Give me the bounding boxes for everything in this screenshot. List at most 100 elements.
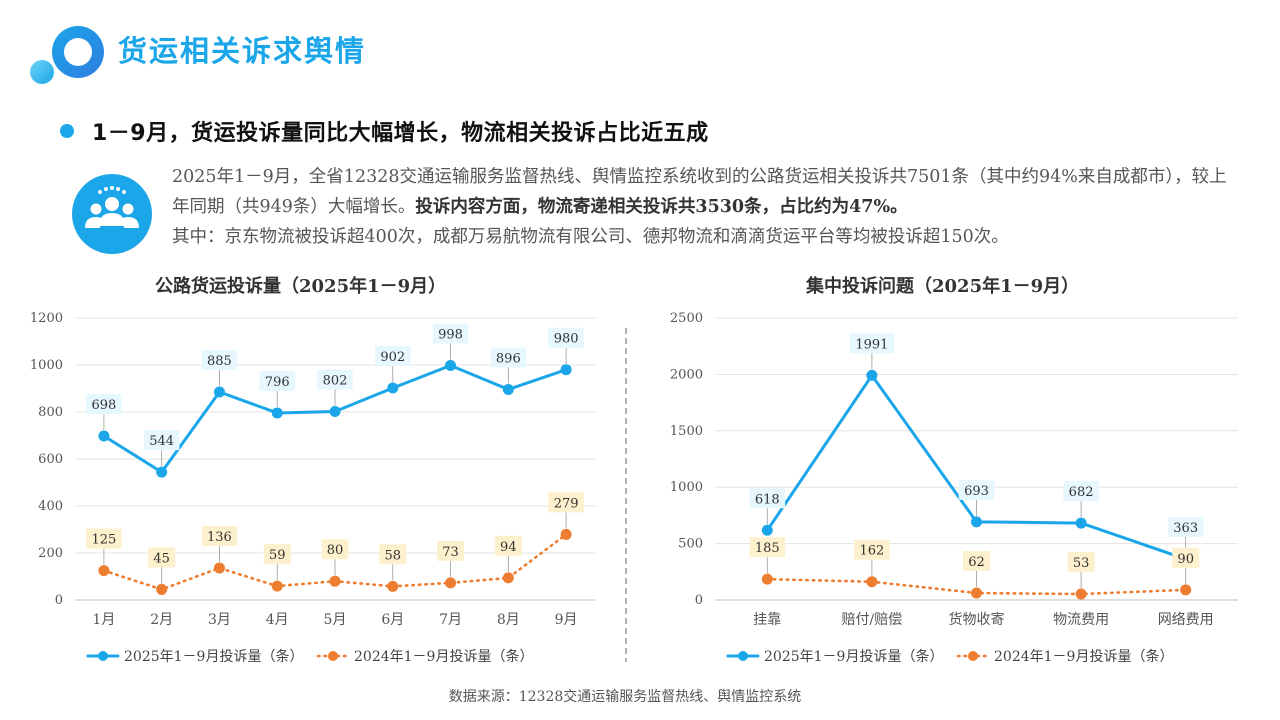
data-label: 796 xyxy=(265,375,290,390)
y-tick-label: 600 xyxy=(38,452,63,467)
data-label: 693 xyxy=(964,484,989,499)
legend-marker-2 xyxy=(968,651,978,661)
chart-divider xyxy=(625,328,627,662)
y-tick-label: 400 xyxy=(38,499,63,514)
data-label-box xyxy=(1067,552,1095,573)
legend-marker-1 xyxy=(98,651,108,661)
y-tick-label: 2000 xyxy=(670,367,703,382)
data-point xyxy=(156,466,168,478)
data-label: 53 xyxy=(1073,556,1090,571)
page-title: 货运相关诉求舆情 xyxy=(118,34,367,68)
monthly-complaints-chart: 0 200 400 600 800 1000 1200 1月 2月 3月 4月 5月 6月 7月 8月 9月 6… xyxy=(30,311,595,665)
data-point xyxy=(560,364,572,376)
data-label: 59 xyxy=(269,548,286,563)
data-point xyxy=(866,369,878,381)
x-tick-label: 1月 xyxy=(92,612,115,628)
data-point xyxy=(761,524,773,536)
data-label: 185 xyxy=(755,541,780,556)
summary-paragraph: 2025年1－9月，全省12328交通运输服务监督热线、舆情监控系统收到的公路货… xyxy=(172,162,1242,252)
data-point xyxy=(98,565,110,577)
x-tick-label: 货物收寄 xyxy=(949,611,1005,628)
data-point xyxy=(502,383,514,395)
data-label-box xyxy=(86,528,122,549)
chart2-title: 集中投诉问题（2025年1－9月） xyxy=(806,276,1080,297)
y-tick-label: 0 xyxy=(55,593,63,608)
summary-highlight: 投诉内容方面，物流寄递相关投诉共3530条，占比约为47%。 xyxy=(415,197,908,217)
data-label-box xyxy=(148,547,176,568)
data-point xyxy=(1180,584,1192,596)
data-label-box xyxy=(86,393,122,414)
legend-entry-2: 2024年1－9月投诉量（条） xyxy=(354,648,533,665)
data-label: 363 xyxy=(1173,521,1198,536)
data-point xyxy=(445,577,457,589)
data-label-box xyxy=(548,327,584,348)
data-label-box xyxy=(321,539,349,560)
legend-entry-1: 2025年1－9月投诉量（条） xyxy=(764,648,943,665)
data-label: 698 xyxy=(91,398,116,413)
y-tick-label: 1200 xyxy=(30,311,63,326)
data-point xyxy=(1075,517,1087,529)
y-tick-label: 2500 xyxy=(670,311,703,326)
data-label-box xyxy=(201,350,238,371)
data-label: 73 xyxy=(442,545,459,560)
data-point xyxy=(761,573,773,585)
focus-issues-chart: 0 500 1000 1500 2000 2500 挂靠 赔付/赔偿 货物收寄 物流费用 网络费用 6… xyxy=(670,311,1238,665)
circle-ring-logo-icon xyxy=(30,26,104,84)
data-label-box xyxy=(1167,517,1204,538)
data-point xyxy=(98,430,110,442)
data-point xyxy=(271,407,283,419)
data-label: 90 xyxy=(1177,552,1194,567)
data-label: 279 xyxy=(554,496,579,511)
y-tick-label: 0 xyxy=(695,593,703,608)
data-label: 980 xyxy=(554,332,579,347)
bullet-dot-icon xyxy=(60,124,74,138)
data-label: 682 xyxy=(1069,485,1094,500)
data-label: 802 xyxy=(323,374,348,389)
data-label-box xyxy=(143,430,180,451)
data-label: 618 xyxy=(755,492,780,507)
data-label: 1991 xyxy=(855,337,888,352)
x-tick-label: 物流费用 xyxy=(1053,612,1109,628)
legend-marker-1 xyxy=(738,651,748,661)
data-label: 544 xyxy=(149,434,174,449)
data-label-box xyxy=(437,540,465,561)
people-group-icon xyxy=(72,174,152,254)
data-label: 62 xyxy=(968,555,985,570)
data-label-box xyxy=(375,346,411,367)
data-label-box xyxy=(263,544,291,565)
data-label-box xyxy=(749,488,786,509)
data-point xyxy=(502,572,514,584)
x-tick-label: 4月 xyxy=(266,612,289,628)
y-tick-label: 1500 xyxy=(670,424,703,439)
data-label-box xyxy=(749,537,786,558)
data-point xyxy=(213,386,225,398)
x-tick-label: 网络费用 xyxy=(1158,612,1214,628)
data-label-box xyxy=(432,323,469,344)
legend-marker-2 xyxy=(328,651,338,661)
data-label-box xyxy=(317,369,353,390)
data-label-box xyxy=(379,544,407,565)
data-point xyxy=(1075,588,1087,600)
legend-entry-1: 2025年1－9月投诉量（条） xyxy=(124,648,303,665)
data-label: 998 xyxy=(438,327,463,342)
data-point xyxy=(329,575,341,587)
x-tick-label: 赔付/赔偿 xyxy=(842,612,903,628)
data-label-box xyxy=(201,526,238,547)
data-label-box xyxy=(958,479,995,500)
data-label: 94 xyxy=(500,540,517,555)
y-tick-label: 800 xyxy=(38,405,63,420)
data-label: 45 xyxy=(153,551,170,566)
x-tick-label: 挂靠 xyxy=(753,612,781,628)
data-label: 162 xyxy=(859,544,884,559)
section-heading-text: 1－9月，货运投诉量同比大幅增长，物流相关投诉占比近五成 xyxy=(92,121,709,146)
series-line-1 xyxy=(765,373,1188,561)
data-point xyxy=(445,359,457,371)
data-label-box xyxy=(490,347,527,368)
data-label: 902 xyxy=(380,350,405,365)
x-tick-label: 6月 xyxy=(381,612,404,628)
data-label-box xyxy=(1172,547,1200,568)
summary-part3: 其中：京东物流被投诉超400次，成都万易航物流有限公司、德邦物流和滴滴货运平台等… xyxy=(172,227,1009,247)
y-tick-label: 1000 xyxy=(30,358,63,373)
data-point xyxy=(387,580,399,592)
data-point xyxy=(156,583,168,595)
